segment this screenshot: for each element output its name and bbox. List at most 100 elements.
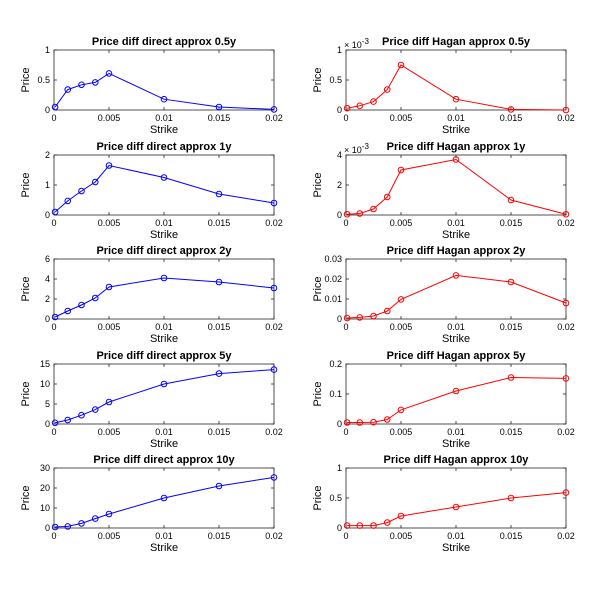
chart-panel-3: Price diff Hagan approx 1y 0 0.005 0.01 0.01… [312,141,575,241]
data-point [78,81,85,89]
x-tick-label: 0.005 [98,218,121,228]
x-tick-label: 0.015 [208,322,231,332]
chart-title: Price diff direct approx 2y [96,245,232,257]
x-tick-label: 0.01 [155,427,173,437]
y-tick-label: 30 [40,463,50,473]
x-tick-label: 0.01 [155,322,173,332]
data-point [64,307,72,315]
chart-panel-6: Price diff direct approx 5y 0 0.005 0.01 0.0… [20,350,283,450]
x-tick-label: 0.02 [265,322,283,332]
data-point [397,61,405,69]
plot-area [53,154,275,216]
data-point [507,374,515,381]
x-tick-label: 0.015 [208,531,231,541]
chart-title: Price diff Hagan approx 2y [387,245,527,257]
series-line [347,274,567,319]
x-tick-label: 0 [51,427,56,437]
data-point [51,523,59,531]
series-line [347,492,567,527]
y-axis-label: Price [20,381,32,406]
data-point [105,510,113,518]
x-tick-label: 0.01 [447,427,465,437]
x-tick-label: 0.015 [500,322,523,332]
x-tick-label: 0.02 [557,218,575,228]
y-tick-label: 1 [45,45,50,55]
chart-panel-0: Price diff direct approx 0.5y 0 0.005 0.01 0… [20,36,283,136]
chart-title: Price diff direct approx 10y [93,454,235,466]
y-tick-label: 0.01 [324,294,342,304]
data-point [562,375,570,382]
chart-panel-8: Price diff direct approx 10y 0 0.005 0.01 0.… [20,454,283,554]
y-tick-label: 0.5 [329,75,342,85]
chart-title: Price diff direct approx 5y [96,350,232,362]
y-tick-label: 0 [45,105,50,115]
y-tick-label: 4 [45,274,50,284]
data-point [507,278,515,286]
x-tick-label: 0.02 [265,427,283,437]
plot-area [53,363,275,425]
x-tick-label: 0.01 [447,531,465,541]
x-tick-label: 0.015 [500,218,523,228]
data-point [370,522,377,529]
x-tick-label: 0 [343,531,348,541]
y-tick-label: 0 [337,419,342,429]
y-tick-label: 6 [45,254,50,264]
data-point [160,380,168,388]
chart-panel-1: Price diff Hagan approx 0.5y 0 0.005 0.01 0.… [312,36,575,136]
data-point [51,103,59,111]
data-point [507,196,515,204]
chart-panel-9: Price diff Hagan approx 10y 0 0.005 0.01 0.0… [312,454,575,554]
data-point [105,398,113,406]
x-tick-label: 0.015 [208,113,231,123]
y-tick-label: 0.1 [329,389,342,399]
data-point [64,86,72,93]
data-point [78,411,85,419]
data-point [78,187,85,195]
data-point [215,278,223,286]
x-tick-label: 0.015 [208,218,231,228]
data-point [215,482,223,490]
data-point [383,86,391,93]
y-axis-label: Price [312,381,324,406]
x-tick-label: 0.01 [155,531,173,541]
data-point [356,210,364,217]
data-point [356,522,364,529]
chart-title: Price diff direct approx 1y [96,141,232,153]
x-tick-label: 0.005 [390,322,413,332]
data-point [105,283,113,291]
data-point [397,296,405,303]
plot-area [53,49,275,111]
data-point [270,106,278,113]
y-tick-label: 0.5 [37,75,50,85]
x-tick-label: 0.015 [500,427,523,437]
data-point [370,312,377,320]
x-tick-label: 0.005 [390,113,413,123]
y-tick-label: 1 [337,45,342,55]
x-tick-label: 0.005 [390,218,413,228]
y-axis-label: Price [312,172,324,197]
y-tick-label: 0 [45,523,50,533]
data-point [91,79,99,86]
data-point [160,95,168,103]
x-axis-label: Strike [442,333,470,345]
y-tick-label: 2 [45,150,50,160]
data-point [91,406,99,413]
data-point [397,166,405,174]
data-point [51,208,59,216]
x-tick-label: 0.01 [447,322,465,332]
data-point [64,523,72,530]
x-axis-label: Strike [442,542,470,554]
y-tick-label: 0.02 [324,274,342,284]
data-point [383,307,391,315]
data-point [64,197,72,205]
data-point [78,301,85,309]
x-tick-label: 0 [51,113,56,123]
x-tick-label: 0.01 [447,113,465,123]
chart-panel-7: Price diff Hagan approx 5y 0 0.005 0.01 0.01… [312,350,575,450]
chart-title: Price diff Hagan approx 1y [387,141,527,153]
data-point [105,70,113,77]
x-tick-label: 0.005 [390,427,413,437]
x-tick-label: 0.02 [557,531,575,541]
y-tick-label: 0.03 [324,254,342,264]
